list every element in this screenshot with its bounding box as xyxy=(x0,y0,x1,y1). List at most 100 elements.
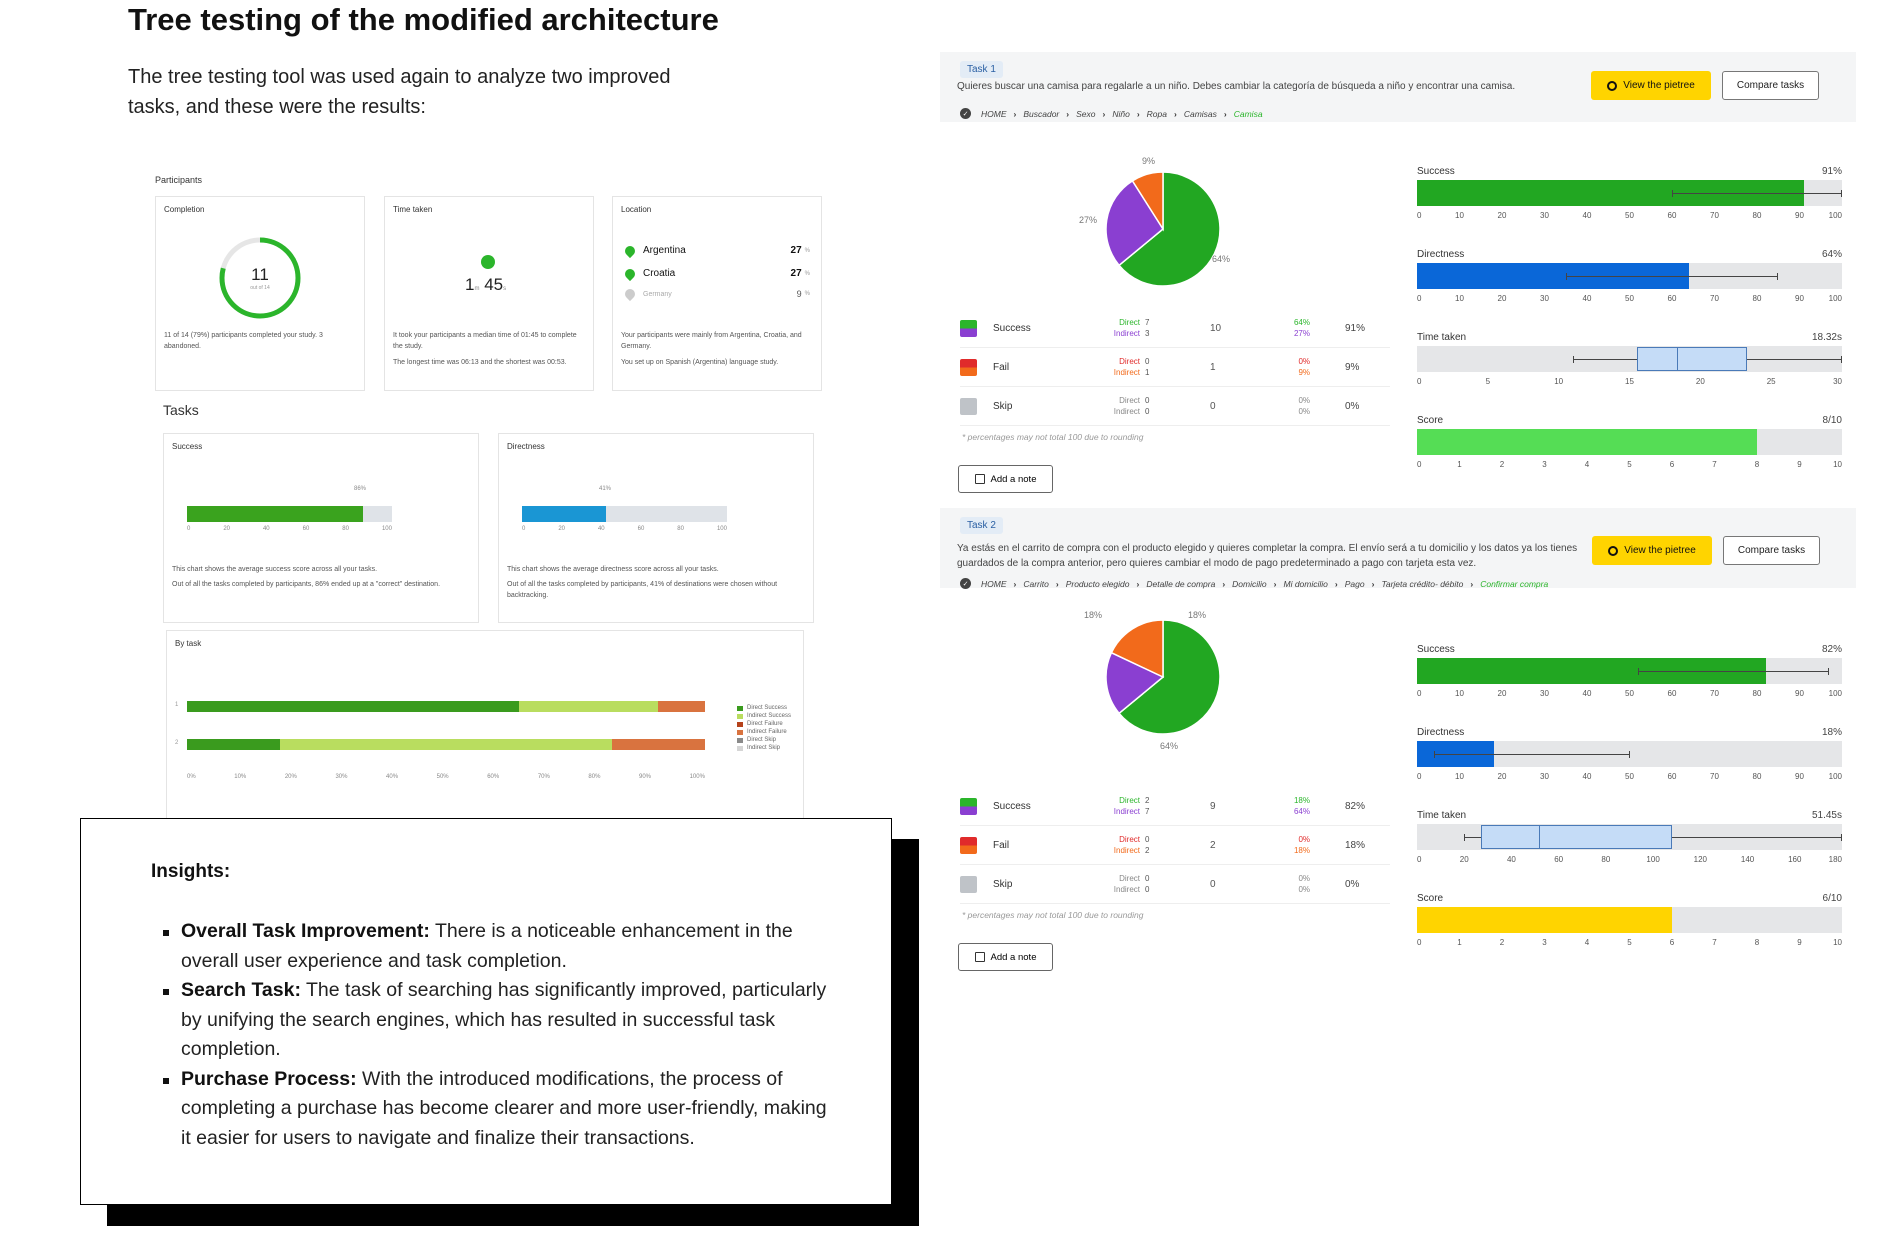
location-pin-icon xyxy=(622,266,638,281)
tick-label: 70% xyxy=(537,774,550,780)
view-pietree-button[interactable]: View the pietree xyxy=(1592,536,1712,565)
location-row: Croatia 27% xyxy=(622,266,810,281)
axis-tick: 2 xyxy=(1499,460,1505,469)
axis-tick: 40 xyxy=(1582,689,1592,698)
chevron-right-icon: › xyxy=(1371,578,1375,589)
breadcrumb-item[interactable]: Camisas xyxy=(1183,108,1217,119)
add-note-button[interactable]: Add a note xyxy=(958,465,1053,493)
time-box xyxy=(1636,347,1748,371)
axis-tick: 90 xyxy=(1795,294,1804,303)
result-overall: 0% xyxy=(1345,879,1360,890)
chevron-right-icon: › xyxy=(1222,578,1226,589)
insight-item: Purchase Process: With the introduced mo… xyxy=(163,1065,831,1154)
breadcrumb-item[interactable]: Pago xyxy=(1344,578,1365,589)
breadcrumb-item[interactable]: Sexo xyxy=(1076,108,1096,119)
rounding-footnote: * percentages may not total 100 due to r… xyxy=(962,910,1144,920)
metric-value: 8/10 xyxy=(1822,415,1842,426)
tick-label: 60 xyxy=(302,526,310,532)
chevron-right-icon: › xyxy=(1013,108,1017,119)
tick-label: 10% xyxy=(234,774,247,780)
time-taken-panel: Time taken 1m 45s It took your participa… xyxy=(384,196,594,391)
insights-heading: Insights: xyxy=(151,861,231,882)
breadcrumb-item[interactable]: Buscador xyxy=(1023,108,1060,119)
direct-count: 0 xyxy=(1145,357,1150,366)
pie-label: 64% xyxy=(1212,254,1231,264)
axis-tick: 6 xyxy=(1669,460,1675,469)
task-tag: Task 1 xyxy=(960,61,1003,78)
direct-label: Direct xyxy=(1119,796,1140,805)
page-title: Tree testing of the modified architectur… xyxy=(128,2,719,37)
result-swatch xyxy=(960,876,977,893)
legend-label: Indirect Failure xyxy=(747,729,787,735)
tick-label: 100 xyxy=(716,526,727,532)
success-bar xyxy=(187,506,392,522)
axis-tick: 1 xyxy=(1457,460,1462,469)
metric-whisker xyxy=(1565,273,1779,280)
result-overall: 0% xyxy=(1345,401,1360,412)
axis-tick: 30 xyxy=(1833,377,1842,386)
result-label: Success xyxy=(993,801,1031,812)
directness-bar-fill xyxy=(522,506,607,522)
compare-tasks-button[interactable]: Compare tasks xyxy=(1722,71,1819,100)
breadcrumb-item[interactable]: Detalle de compra xyxy=(1146,578,1216,589)
axis-tick: 20 xyxy=(1459,855,1469,864)
pie-slice-indirect xyxy=(1105,651,1165,715)
axis-tick: 5 xyxy=(1627,938,1632,947)
note-icon xyxy=(974,474,985,484)
indirect-percent: 64% xyxy=(1293,807,1310,816)
axis-tick: 20 xyxy=(1497,211,1507,220)
result-direct-labels: Direct Indirect xyxy=(1100,317,1140,339)
axis-tick: 30 xyxy=(1540,294,1549,303)
pie-slice-success xyxy=(1118,619,1221,735)
tick-label: 40 xyxy=(262,526,270,532)
metric-axis: 0 1 2 3 4 5 6 7 8 9 10 xyxy=(1417,938,1842,948)
axis-tick: 8 xyxy=(1754,938,1760,947)
axis-tick: 10 xyxy=(1833,460,1842,469)
axis-tick: 9 xyxy=(1797,938,1802,947)
task-header: Task 2 Ya estás en el carrito de compra c… xyxy=(940,508,1856,589)
view-pietree-label: View the pietree xyxy=(1623,80,1695,91)
axis-tick: 60 xyxy=(1667,772,1677,781)
by-task-row-label: 2 xyxy=(175,740,179,746)
axis-tick: 0 xyxy=(1417,689,1422,698)
legend-label: Direct Success xyxy=(747,705,788,711)
metric-label: Time taken xyxy=(1417,332,1467,343)
chevron-right-icon: › xyxy=(1013,578,1017,589)
tick-label: 20 xyxy=(558,526,565,532)
result-direct-labels: Direct Indirect xyxy=(1100,795,1140,817)
legend-swatch xyxy=(737,737,743,743)
axis-tick: 70 xyxy=(1710,772,1719,781)
breadcrumb-item[interactable]: Producto elegido xyxy=(1065,578,1130,589)
breadcrumb-item[interactable]: Tarjeta crédito- débito xyxy=(1381,578,1464,589)
by-task-ticks: 0% 10% 20% 30% 40% 50% 60% 70% 80% 90% 100% xyxy=(187,774,705,780)
indirect-label: Indirect xyxy=(1113,846,1140,855)
axis-tick: 90 xyxy=(1795,211,1804,220)
location-row: Germany 9% xyxy=(622,286,810,302)
chevron-right-icon: › xyxy=(1223,108,1227,119)
location-text-2: You set up on Spanish (Argentina) langua… xyxy=(621,359,779,366)
pie-wrap xyxy=(1104,618,1222,741)
breadcrumb-item[interactable]: Niño xyxy=(1112,108,1130,119)
view-pietree-label: View the pietree xyxy=(1624,545,1696,556)
by-task-title: By task xyxy=(175,639,202,648)
breadcrumb-item[interactable]: Domicilio xyxy=(1232,578,1267,589)
success-bar-fill xyxy=(187,506,364,522)
direct-count: 0 xyxy=(1145,396,1150,405)
breadcrumb-item[interactable]: Carrito xyxy=(1023,578,1049,589)
pie-slice-success xyxy=(1118,171,1221,287)
breadcrumb-item[interactable]: Mi domicilio xyxy=(1283,578,1328,589)
direct-count: 2 xyxy=(1145,796,1150,805)
breadcrumb-item[interactable]: HOME xyxy=(981,108,1007,119)
pie-label: 27% xyxy=(1079,215,1098,225)
view-pietree-button[interactable]: View the pietree xyxy=(1591,71,1711,100)
axis-tick: 60 xyxy=(1554,855,1564,864)
breadcrumb-item[interactable]: Ropa xyxy=(1146,108,1167,119)
breadcrumb-item[interactable]: HOME xyxy=(981,578,1007,589)
compare-tasks-button[interactable]: Compare tasks xyxy=(1723,536,1820,565)
add-note-button[interactable]: Add a note xyxy=(958,943,1053,971)
indirect-label: Indirect xyxy=(1113,329,1140,338)
result-overall: 9% xyxy=(1345,362,1360,373)
